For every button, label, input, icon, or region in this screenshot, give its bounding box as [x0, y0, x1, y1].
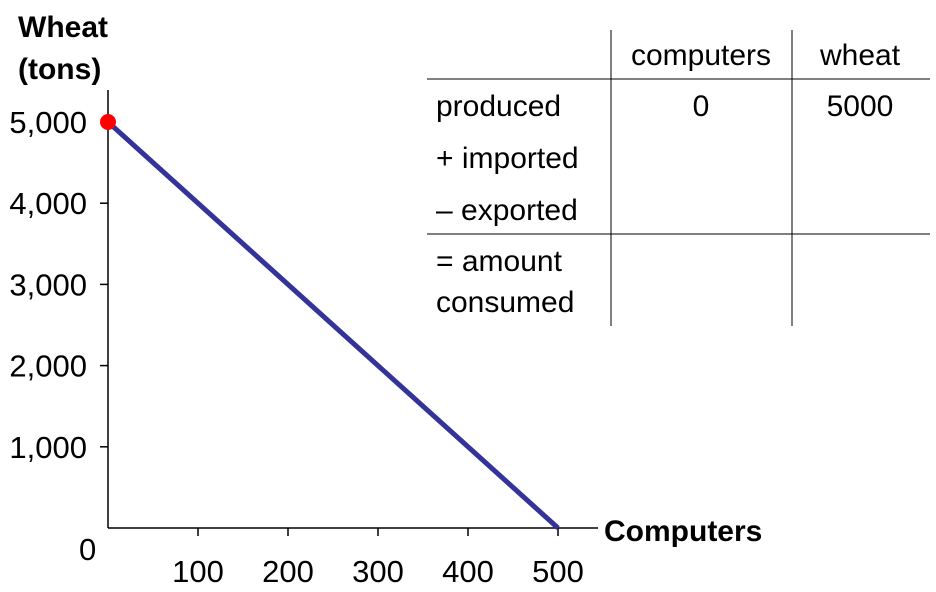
x-tick-label: 200: [262, 554, 314, 589]
x-tick-label: 100: [172, 554, 224, 589]
y-axis-ticks: 1,000 2,000 3,000 4,000 5,000: [9, 105, 108, 465]
table-header-wheat: wheat: [819, 39, 901, 72]
table-cell-produced-wheat: 5000: [827, 90, 894, 123]
table-row-label-produced: produced: [436, 90, 561, 123]
table-header-computers: computers: [631, 39, 771, 72]
table-cell-produced-computers: 0: [693, 90, 710, 123]
x-tick-label: 500: [532, 554, 584, 589]
y-tick-label: 2,000: [9, 349, 87, 384]
y-tick-label: 4,000: [9, 186, 87, 221]
series-group: [100, 114, 560, 530]
table-row-label-consumed-line-2: consumed: [436, 286, 574, 319]
production-point: [100, 114, 116, 130]
table-row-label-imported: + imported: [436, 142, 579, 175]
y-axis-label-line-1: Wheat: [18, 11, 108, 44]
x-axis-label: Computers: [604, 515, 762, 548]
y-axis-label-line-2: (tons): [18, 53, 101, 86]
x-tick-label: 400: [442, 554, 494, 589]
y-tick-label: 5,000: [9, 105, 87, 140]
table-row-label-consumed-line-1: = amount: [436, 245, 563, 278]
x-axis-ticks: 100 200 300 400 500: [172, 528, 584, 589]
origin-label: 0: [79, 532, 96, 567]
x-tick-label: 300: [352, 554, 404, 589]
table-row-label-exported: – exported: [436, 194, 578, 227]
y-tick-label: 3,000: [9, 267, 87, 302]
trade-table: computers wheat produced 0 5000 + import…: [427, 30, 930, 326]
y-tick-label: 1,000: [9, 430, 87, 465]
ppf-line: [106, 120, 560, 530]
